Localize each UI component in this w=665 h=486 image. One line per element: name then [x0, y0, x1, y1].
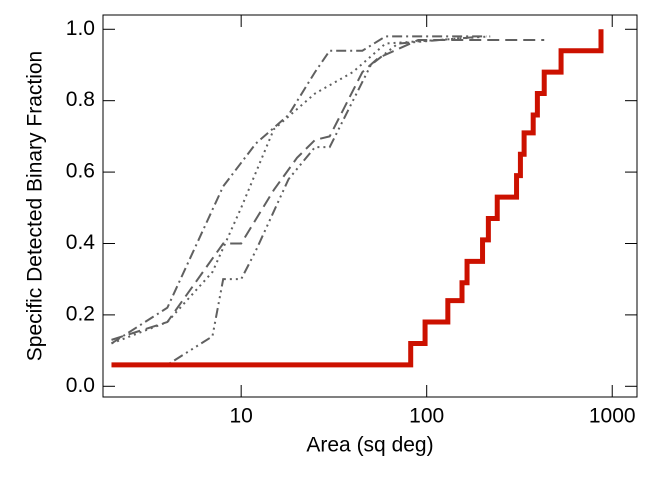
plot-frame: [102, 14, 638, 398]
y-axis-label: Specific Detected Binary Fraction: [24, 51, 47, 361]
x-tick-label: 100: [409, 405, 444, 428]
data-line: [111, 35, 483, 366]
data-line: [110, 35, 487, 345]
data-line: [111, 38, 545, 341]
y-tick-label: 0.2: [66, 302, 95, 325]
y-tick-label: 0.6: [66, 160, 95, 183]
x-tick-label: 10: [229, 405, 252, 428]
y-tick-label: 0.8: [66, 88, 95, 111]
step-line: [111, 29, 604, 368]
y-tick-label: 1.0: [66, 17, 95, 40]
x-tick-label: 1000: [589, 405, 636, 428]
y-tick-label: 0.0: [66, 374, 95, 397]
x-axis-label: Area (sq deg): [306, 434, 433, 457]
data-line: [111, 35, 491, 345]
y-tick-label: 0.4: [66, 231, 96, 254]
